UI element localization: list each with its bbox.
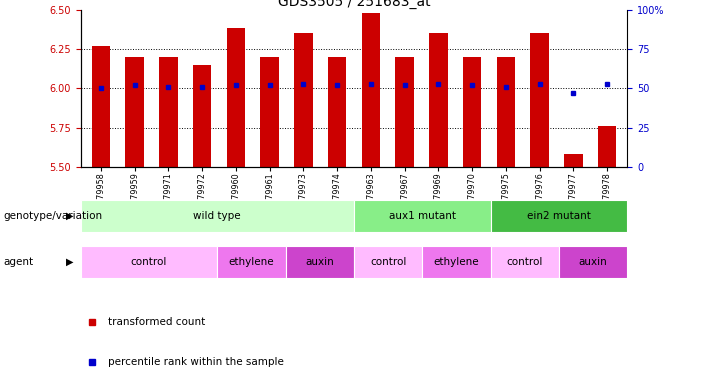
Bar [217, 246, 286, 278]
Bar [491, 200, 627, 232]
Bar [81, 246, 217, 278]
Text: aux1 mutant: aux1 mutant [389, 211, 456, 221]
Bar [362, 13, 380, 167]
Text: control: control [507, 257, 543, 267]
Text: control: control [370, 257, 407, 267]
Text: ethylene: ethylene [434, 257, 479, 267]
Text: control: control [131, 257, 167, 267]
Bar [354, 200, 491, 232]
Bar [559, 246, 627, 278]
Bar [92, 46, 110, 167]
Text: auxin: auxin [579, 257, 608, 267]
Bar [159, 57, 177, 167]
Title: GDS3505 / 251683_at: GDS3505 / 251683_at [278, 0, 430, 8]
Text: percentile rank within the sample: percentile rank within the sample [108, 358, 284, 367]
Text: transformed count: transformed count [108, 317, 205, 327]
Text: genotype/variation: genotype/variation [4, 211, 102, 221]
Bar [260, 57, 279, 167]
Bar [193, 65, 212, 167]
Text: ethylene: ethylene [229, 257, 274, 267]
Bar [125, 57, 144, 167]
Bar [598, 126, 616, 167]
Bar [294, 33, 313, 167]
Text: ▶: ▶ [66, 257, 74, 267]
Text: wild type: wild type [193, 211, 241, 221]
Bar [429, 33, 448, 167]
Bar [81, 200, 354, 232]
Text: ▶: ▶ [66, 211, 74, 221]
Bar [496, 57, 515, 167]
Text: agent: agent [4, 257, 34, 267]
Bar [395, 57, 414, 167]
Text: ein2 mutant: ein2 mutant [527, 211, 591, 221]
Bar [328, 57, 346, 167]
Bar [286, 246, 354, 278]
Bar [226, 28, 245, 167]
Text: auxin: auxin [306, 257, 334, 267]
Bar [491, 246, 559, 278]
Bar [422, 246, 491, 278]
Bar [463, 57, 482, 167]
Bar [564, 154, 583, 167]
Bar [354, 246, 422, 278]
Bar [531, 33, 549, 167]
